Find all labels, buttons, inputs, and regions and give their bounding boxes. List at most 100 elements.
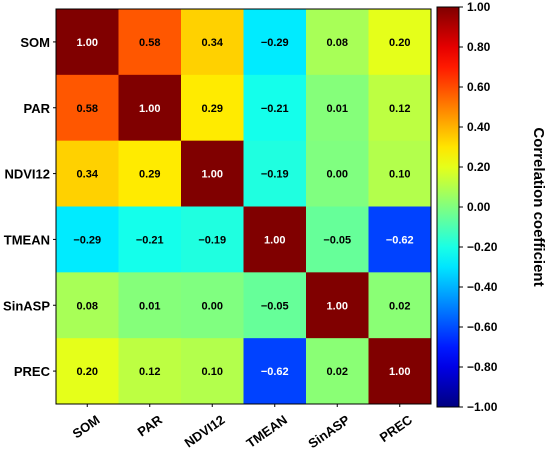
row-label: SinASP	[3, 298, 50, 313]
heatmap-cell	[118, 9, 182, 76]
heatmap-cell	[56, 140, 119, 207]
heatmap-cell	[368, 272, 432, 339]
row-label: PREC	[14, 364, 51, 379]
colorbar-tick-label: −0.20	[467, 240, 498, 254]
cell-value-label: −0.19	[261, 169, 289, 181]
column-label: SOM	[70, 412, 103, 441]
cell-value-label: 0.10	[202, 366, 223, 378]
row-label: PAR	[24, 101, 51, 116]
column-labels: SOM PAR NDVI12 TMEAN SinASP PREC	[70, 404, 416, 451]
cell-value-label: −0.62	[261, 366, 289, 378]
heatmap-cells	[56, 9, 432, 405]
colorbar-ticks: 1.00 0.80 0.60 0.40 0.20 0.00 −0.20 −0.40 −0.60 −…	[459, 0, 498, 414]
column-label: PAR	[135, 412, 166, 440]
column-label: TMEAN	[244, 412, 290, 451]
cell-value-label: 0.34	[77, 169, 99, 181]
cell-value-label: 0.02	[389, 300, 410, 312]
cell-value-label: 0.12	[139, 366, 160, 378]
colorbar-tick-label: 0.00	[467, 200, 491, 214]
heatmap-cell	[118, 206, 182, 273]
cell-value-label: 0.02	[327, 366, 348, 378]
colorbar-tick-label: −0.60	[467, 320, 498, 334]
heatmap-cell	[243, 272, 307, 339]
cell-value-label: 1.00	[77, 37, 98, 49]
cell-value-label: −0.05	[261, 300, 289, 312]
heatmap-cell	[306, 140, 369, 207]
cell-value-label: 0.34	[202, 37, 224, 49]
colorbar-tick-label: 0.80	[467, 40, 491, 54]
colorbar-tick-label: 1.00	[467, 0, 491, 14]
heatmap-cell	[181, 272, 244, 339]
colorbar-tick-label: 0.20	[467, 160, 491, 174]
heatmap-cell	[118, 140, 182, 207]
colorbar-tick-label: −0.40	[467, 280, 498, 294]
heatmap-cell	[118, 272, 182, 339]
cell-value-label: 0.20	[77, 366, 98, 378]
cell-value-label: 0.12	[389, 103, 410, 115]
cell-value-label: −0.29	[73, 234, 101, 246]
colorbar-tick-label: −1.00	[467, 400, 498, 414]
heatmap-cell	[243, 74, 307, 142]
heatmap-cell	[56, 272, 119, 339]
cell-value-label: 0.00	[202, 300, 223, 312]
row-label: SOM	[20, 35, 50, 50]
cell-value-label: 1.00	[202, 169, 223, 181]
cell-value-label: 0.00	[327, 169, 348, 181]
heatmap-cell	[306, 206, 369, 273]
heatmap-cell	[368, 206, 432, 273]
cell-value-label: −0.62	[386, 234, 414, 246]
heatmap-cell	[181, 206, 244, 273]
cell-value-label: −0.29	[261, 37, 289, 49]
heatmap-cell	[118, 338, 182, 405]
cell-value-label: 0.10	[389, 169, 410, 181]
cell-value-label: 1.00	[139, 103, 160, 115]
heatmap-cell	[243, 206, 307, 273]
heatmap-cell	[56, 9, 119, 76]
heatmap-cell	[56, 74, 119, 142]
cell-value-label: 0.08	[77, 300, 98, 312]
cell-value-label: 0.01	[327, 103, 348, 115]
heatmap-cell	[306, 9, 369, 76]
cell-value-label: 0.58	[139, 37, 160, 49]
cell-value-label: −0.21	[261, 103, 289, 115]
heatmap-cell	[243, 9, 307, 76]
heatmap-cell	[306, 272, 369, 339]
heatmap-cell	[368, 140, 432, 207]
heatmap-cell	[181, 74, 244, 142]
colorbar-title: Correlation coefficient	[530, 127, 547, 286]
cell-value-label: −0.19	[198, 234, 226, 246]
cell-value-label: −0.05	[323, 234, 351, 246]
heatmap-cell	[181, 9, 244, 76]
heatmap-cell	[368, 338, 432, 405]
heatmap-cell	[306, 74, 369, 142]
colorbar-tick-label: 0.60	[467, 80, 491, 94]
cell-value-label: 1.00	[327, 300, 348, 312]
column-label: NDVI12	[182, 412, 228, 450]
heatmap-cell	[368, 74, 432, 142]
cell-value-label: 1.00	[389, 366, 410, 378]
heatmap-cell	[243, 338, 307, 405]
cell-value-label: 0.01	[139, 300, 160, 312]
row-label: TMEAN	[4, 232, 50, 247]
cell-value-label: 0.29	[202, 103, 223, 115]
column-label: PREC	[377, 412, 416, 445]
cell-value-label: 1.00	[264, 234, 285, 246]
plot-frame	[55, 8, 432, 405]
colorbar	[436, 6, 460, 408]
column-label: SinASP	[305, 412, 352, 451]
cell-value-label: 0.58	[77, 103, 98, 115]
cell-value-label: 0.08	[327, 37, 348, 49]
heatmap-cell-labels: 1.00 0.58 0.34 −0.29 0.08 0.20 0.58 1.00 0.29 −0.…	[73, 37, 413, 378]
heatmap-cell	[56, 338, 119, 405]
heatmap-cell	[56, 206, 119, 273]
heatmap-cell	[181, 338, 244, 405]
row-label: NDVI12	[4, 167, 50, 182]
row-labels: SOM PAR NDVI12 TMEAN SinASP PREC	[3, 35, 56, 379]
cell-value-label: 0.20	[389, 37, 410, 49]
heatmap-cell	[306, 338, 369, 405]
heatmap-cell	[243, 140, 307, 207]
colorbar-tick-label: 0.40	[467, 120, 491, 134]
cell-value-label: 0.29	[139, 169, 160, 181]
heatmap-cell	[368, 9, 432, 76]
